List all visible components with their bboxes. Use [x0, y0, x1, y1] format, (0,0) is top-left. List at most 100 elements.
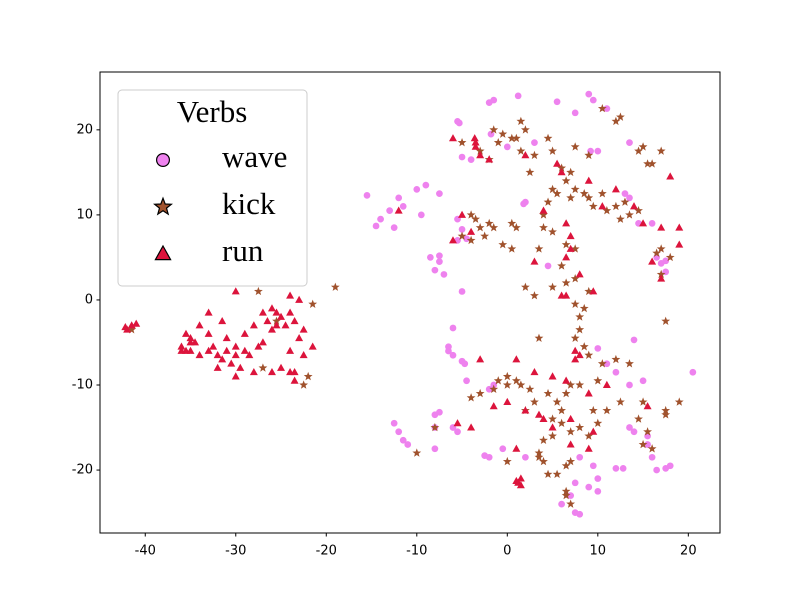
point: [466, 210, 476, 219]
point: [303, 371, 313, 381]
point: [399, 436, 407, 444]
point: [602, 380, 611, 388]
point: [589, 287, 598, 295]
point: [626, 139, 633, 146]
point: [647, 444, 657, 453]
x-tick-label: -10: [406, 544, 427, 559]
point: [584, 150, 594, 160]
point: [417, 211, 425, 219]
point: [548, 423, 557, 431]
point: [404, 441, 412, 448]
point: [561, 176, 571, 185]
point: [534, 410, 543, 418]
point: [127, 325, 137, 334]
point: [286, 308, 295, 316]
point: [471, 138, 480, 146]
point: [626, 424, 633, 431]
point: [458, 210, 467, 218]
point: [489, 384, 499, 393]
point: [561, 490, 571, 500]
point: [204, 308, 213, 316]
point: [575, 351, 584, 359]
point: [475, 388, 485, 398]
point: [561, 240, 571, 249]
point: [502, 371, 512, 381]
legend-label: kick: [222, 186, 276, 221]
point: [503, 143, 511, 151]
point: [557, 168, 566, 176]
point: [534, 333, 544, 342]
point: [638, 142, 648, 151]
x-tick-label: -20: [316, 544, 337, 559]
point: [467, 156, 475, 163]
point: [584, 444, 593, 452]
point: [436, 190, 443, 197]
point: [445, 347, 452, 355]
point: [177, 342, 186, 350]
point: [566, 440, 575, 448]
point: [561, 388, 571, 398]
point: [602, 405, 612, 415]
point: [254, 342, 263, 350]
point: [489, 125, 499, 134]
point: [612, 464, 620, 472]
point: [566, 193, 576, 202]
point: [648, 220, 656, 227]
point: [579, 189, 589, 198]
point: [245, 351, 254, 359]
point: [584, 286, 594, 296]
point: [561, 278, 571, 287]
point: [227, 359, 236, 367]
point: [503, 397, 512, 405]
point: [571, 346, 580, 354]
point: [594, 475, 602, 482]
point: [534, 244, 544, 253]
point: [530, 368, 539, 376]
point: [525, 167, 535, 177]
point: [557, 261, 566, 270]
point: [570, 299, 580, 308]
point: [195, 321, 204, 329]
point: [543, 469, 553, 479]
point: [511, 223, 521, 232]
legend: Verbs wave kick run: [117, 89, 308, 287]
point: [643, 402, 652, 410]
point: [662, 464, 670, 472]
point: [598, 202, 607, 210]
legend-label: run: [222, 233, 264, 268]
point: [390, 419, 398, 427]
point: [584, 389, 593, 397]
point: [512, 476, 521, 485]
point: [661, 316, 671, 325]
point: [576, 453, 584, 461]
point: [507, 133, 517, 143]
point: [516, 146, 526, 155]
point: [395, 194, 403, 202]
point: [644, 441, 651, 448]
point: [638, 397, 648, 406]
point: [499, 445, 507, 453]
point: [308, 299, 318, 308]
point: [566, 380, 576, 389]
point: [570, 244, 580, 253]
point: [521, 125, 530, 134]
point: [584, 176, 593, 184]
point: [548, 431, 557, 440]
point: [511, 376, 521, 385]
point: [562, 376, 571, 384]
point: [440, 271, 448, 278]
point: [436, 258, 443, 266]
point: [507, 244, 517, 253]
point: [548, 282, 557, 291]
point: [589, 96, 597, 104]
point: [290, 376, 299, 384]
point: [634, 414, 643, 423]
x-tick-label: -30: [225, 544, 246, 559]
point: [539, 223, 548, 232]
point: [485, 453, 493, 461]
point: [558, 500, 565, 508]
point: [575, 380, 585, 389]
point: [621, 190, 629, 197]
point: [557, 418, 566, 428]
